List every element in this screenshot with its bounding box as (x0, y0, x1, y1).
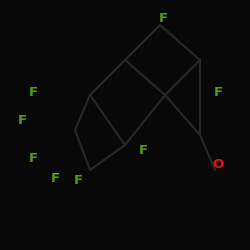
Text: F: F (138, 144, 147, 156)
Text: O: O (212, 158, 224, 172)
Text: F: F (50, 172, 59, 184)
Text: F: F (158, 12, 168, 24)
Text: F: F (74, 174, 82, 186)
Text: F: F (214, 86, 222, 98)
Text: F: F (28, 86, 38, 100)
Text: F: F (18, 114, 26, 126)
Text: F: F (28, 152, 38, 164)
